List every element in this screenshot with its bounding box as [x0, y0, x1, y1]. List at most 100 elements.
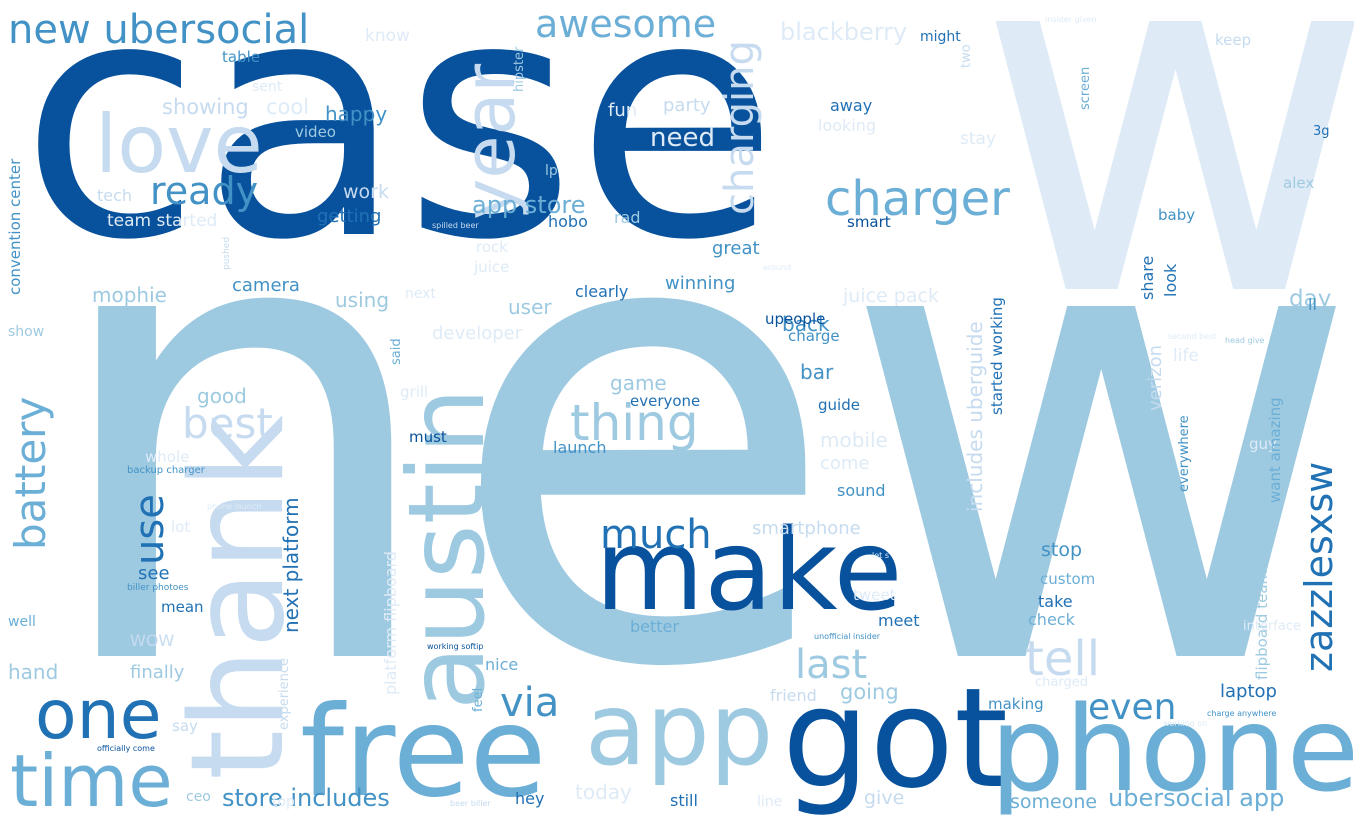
word-getting: getting: [317, 206, 382, 227]
word-might: might: [920, 29, 961, 45]
word-whole: whole: [145, 448, 190, 466]
word-keep: keep: [1215, 31, 1252, 49]
word-ready: ready: [150, 169, 259, 213]
word-show: show: [8, 324, 45, 340]
word-started-working: started working: [988, 297, 1006, 415]
word-nice: nice: [485, 655, 519, 674]
word-cool: cool: [266, 95, 310, 119]
word-need: need: [650, 123, 715, 153]
word-biller-photoes: biller photoes: [127, 583, 189, 593]
word-mean: mean: [161, 598, 204, 616]
word-new-ubersocial: new ubersocial: [8, 7, 310, 53]
word-laptop: laptop: [1220, 681, 1277, 702]
word-everywhere: everywhere: [1177, 415, 1192, 492]
word-smartphone: smartphone: [752, 518, 861, 539]
word-today: today: [575, 780, 632, 804]
word-unofficial-insider: unofficial insider: [814, 632, 881, 641]
word-must: must: [409, 428, 447, 446]
word-well: well: [8, 614, 36, 630]
word-sound: sound: [837, 481, 886, 500]
word-still: still: [670, 791, 698, 810]
word-let-s: let s: [872, 551, 889, 560]
word-team-started: team started: [107, 211, 218, 231]
word-convention-center: convention center: [6, 158, 24, 295]
word-winning: winning: [665, 273, 736, 294]
word-stop: stop: [1041, 539, 1083, 561]
word-tell: tell: [1025, 631, 1101, 687]
word-even: even: [1088, 687, 1177, 728]
word-bar: bar: [800, 360, 834, 384]
word-meet: meet: [878, 611, 920, 630]
word-thing: thing: [570, 394, 699, 452]
word-interface: interface: [1243, 619, 1301, 634]
word-great: great: [712, 238, 760, 259]
word-much: much: [600, 512, 712, 558]
word-zazzlesxsw: zazzlesxsw: [1297, 461, 1341, 672]
word-wow: WOW: [130, 631, 175, 650]
word-custom: custom: [1040, 570, 1096, 588]
word-make: make: [595, 506, 903, 636]
word-app: app: [585, 671, 774, 788]
word-platform-flipboard: platform flipboard: [381, 551, 400, 695]
word-got: got: [782, 658, 1009, 819]
word-charge-anywhere: charge anywhere: [1207, 709, 1277, 718]
word-charger: charger: [825, 171, 1010, 227]
word-looking: looking: [818, 116, 877, 135]
word-battery: battery: [6, 396, 55, 550]
word-said: said: [389, 338, 404, 365]
word-head-give: head give: [1225, 336, 1265, 345]
word-top: top: [272, 794, 295, 810]
word-working-on: working on: [1163, 719, 1208, 728]
word-use: use: [127, 494, 173, 565]
word-next-platform: next platform: [279, 497, 303, 633]
word-party: party: [663, 95, 711, 116]
word-beer-biller: beer biller: [450, 799, 491, 808]
word-tech: tech: [97, 186, 133, 205]
word-smart: smart: [847, 213, 891, 231]
word-day: day: [1289, 286, 1332, 312]
word-lp: lp: [545, 163, 558, 179]
word-time: time: [10, 739, 173, 823]
word-guide: guide: [818, 396, 860, 414]
word-guy: guy: [1249, 435, 1277, 453]
word-charged: charged: [1035, 675, 1088, 690]
word-awesome: awesome: [535, 2, 717, 46]
word-blackberry: blackberry: [780, 18, 908, 46]
word-app-store: app store: [472, 191, 586, 219]
word-two: two: [959, 44, 974, 68]
word-finally: finally: [130, 662, 185, 683]
word-sent: sent: [252, 79, 283, 95]
word-developer: developer: [432, 323, 523, 344]
word-hey: hey: [515, 789, 545, 808]
word-alex: alex: [1283, 174, 1315, 192]
word-second-best: second best: [1168, 332, 1217, 341]
word-includes-uberguide: includes uberguide: [963, 321, 987, 512]
word-hobo: hobo: [548, 212, 588, 231]
word-someone: someone: [1010, 791, 1098, 813]
word-making: making: [988, 695, 1044, 713]
word-mophie: mophie: [92, 283, 167, 307]
word-juice: juice: [474, 258, 510, 276]
word-game: game: [610, 371, 667, 395]
word-officially-come: officially come: [97, 744, 155, 753]
word-baby: baby: [1158, 206, 1196, 224]
word-better: better: [630, 617, 679, 636]
word-launch: launch: [553, 438, 607, 457]
word-one: one: [35, 676, 162, 755]
word-check: check: [1028, 610, 1075, 629]
word-friend: friend: [770, 686, 817, 705]
word-share: share: [1138, 255, 1157, 300]
word-free: free: [300, 680, 547, 825]
word-charging: charging: [717, 40, 763, 215]
word-stay: stay: [960, 129, 997, 149]
word-next: next: [405, 286, 437, 302]
word-via: via: [500, 680, 560, 726]
word-charge: charge: [788, 327, 840, 345]
word-experience: experience: [277, 657, 292, 730]
word-hipster: hipster: [512, 46, 527, 92]
word-juice-pack: juice pack: [843, 285, 939, 307]
word-away: away: [830, 96, 873, 115]
word-say: say: [172, 717, 198, 735]
word-work: work: [343, 181, 389, 203]
